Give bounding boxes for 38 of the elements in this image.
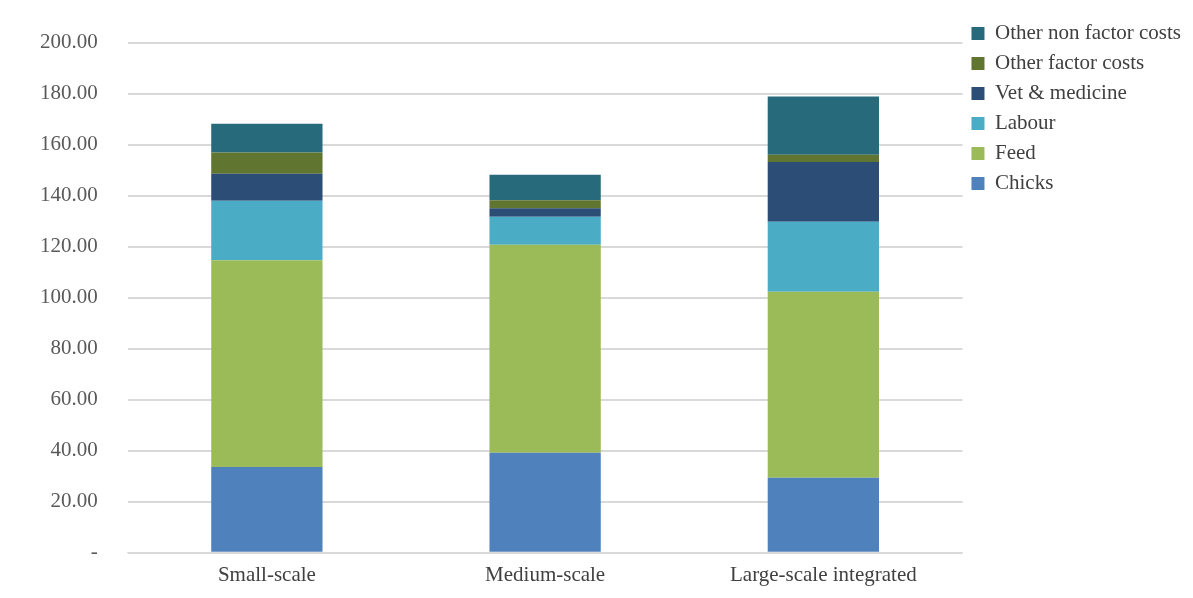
y-tick-label: 200.00 — [40, 29, 98, 54]
y-tick-label: - — [90, 539, 98, 564]
bar — [211, 152, 323, 174]
bar — [767, 154, 879, 162]
bar — [211, 123, 323, 153]
y-tick-label: 120.00 — [40, 233, 98, 258]
y-tick-label: 180.00 — [40, 80, 98, 105]
legend-label: Other non factor costs — [994, 20, 1181, 45]
bar — [767, 161, 879, 222]
y-tick-label: 100.00 — [40, 284, 98, 309]
y-tick-label: 20.00 — [50, 488, 98, 513]
bar — [489, 216, 601, 245]
x-tick-label: Medium-scale — [485, 561, 606, 586]
y-tick-label: 160.00 — [40, 131, 98, 156]
bar — [489, 452, 601, 552]
bar — [767, 477, 879, 552]
y-tick-label: 140.00 — [40, 182, 98, 207]
legend-label: Labour — [994, 110, 1056, 135]
bar — [489, 244, 601, 453]
bar — [211, 173, 323, 201]
y-tick-label: 80.00 — [50, 335, 98, 360]
legend-label: Chicks — [994, 170, 1054, 195]
bar — [211, 467, 323, 552]
bar — [767, 96, 879, 155]
y-tick-label: 60.00 — [50, 386, 98, 411]
legend-label: Vet & medicine — [994, 80, 1127, 105]
legend-label: Other factor costs — [994, 50, 1145, 75]
bar — [489, 200, 601, 209]
bar — [489, 174, 601, 201]
x-tick-label: Large-scale integrated — [729, 561, 918, 586]
bar — [767, 221, 879, 292]
legend-label: Feed — [994, 140, 1037, 165]
bar — [211, 200, 323, 261]
bar — [767, 291, 879, 478]
y-tick-label: 40.00 — [50, 437, 98, 462]
bar — [211, 260, 323, 468]
bar — [489, 208, 601, 217]
x-tick-label: Small-scale — [217, 561, 316, 586]
